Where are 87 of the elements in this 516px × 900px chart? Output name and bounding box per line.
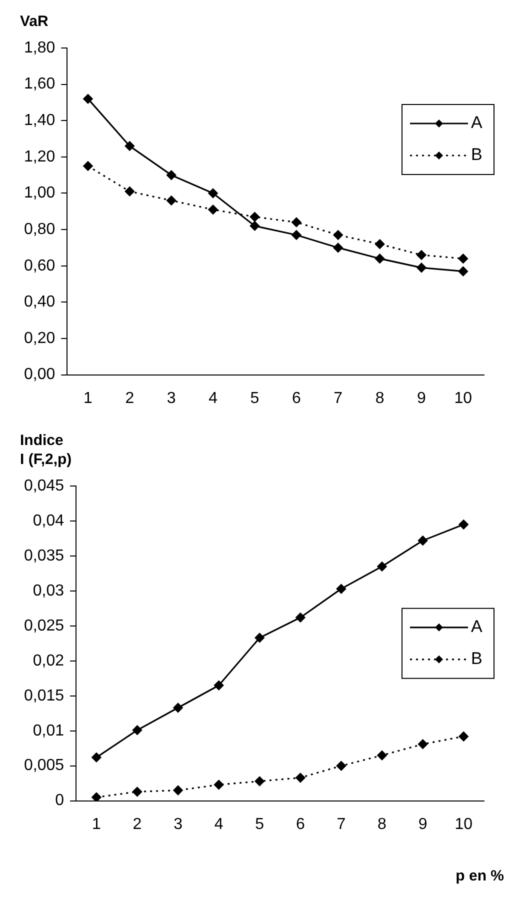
x-tick-label: 3 [174,816,183,833]
point [458,520,468,530]
x-tick-label: 9 [417,390,426,407]
point [458,266,468,276]
x-tick-label: 1 [92,816,101,833]
point [333,230,343,240]
legend-label: B [471,145,482,164]
point [124,186,134,196]
point [296,612,306,622]
point [292,230,302,240]
point [83,161,93,171]
point [333,242,343,253]
x-tick-label: 5 [255,816,264,833]
point [214,780,224,790]
x-tick-label: 3 [166,390,176,407]
y-axis-title: Indice I (F,2,p) [20,432,72,468]
point [250,212,260,222]
x-tick-label: 7 [334,390,343,407]
y-tick-label: 0,015 [24,687,64,704]
legend-label: B [471,649,482,668]
x-tick-label: 8 [375,390,384,407]
y-tick-label: 0,80 [24,220,56,238]
point [166,196,176,206]
x-tick-label: 8 [378,816,387,833]
x-tick-label: 7 [336,816,346,833]
point [336,761,346,771]
legend-label: A [471,113,483,132]
x-tick-label: 4 [214,816,224,833]
point [83,94,93,104]
point [458,732,468,742]
point [296,772,306,783]
point [166,170,176,180]
point [336,584,346,594]
point [208,204,218,214]
y-tick-label: 0,00 [24,366,56,384]
point [377,562,387,572]
y-tick-label: 1,40 [24,112,56,130]
y-tick-label: 0,045 [24,477,64,494]
point [254,633,264,643]
legend-label: A [471,617,483,636]
y-tick-label: 0,40 [24,294,56,311]
x-tick-label: 10 [454,390,472,407]
point [173,702,183,713]
x-tick-label: 2 [132,816,142,833]
point [92,792,102,801]
y-axis-title: VaR [20,13,49,30]
y-tick-label: 0,02 [32,652,64,670]
y-tick-label: 0,60 [24,257,56,274]
y-tick-label: 0,005 [24,757,64,774]
y-tick-label: 1,80 [24,39,56,56]
y-tick-label: 0,03 [32,582,64,600]
point [374,254,385,264]
x-tick-label: 10 [454,816,473,833]
point [458,254,468,264]
y-tick-label: 1,20 [24,148,56,166]
point [132,725,142,735]
point [418,536,428,546]
x-axis-title: p en % [456,868,504,885]
point [418,739,428,749]
x-tick-label: 1 [84,390,93,407]
x-tick-label: 2 [125,390,134,407]
y-tick-label: 1,00 [24,184,56,202]
point [374,239,385,249]
x-tick-label: 4 [208,390,218,407]
y-tick-label: 0,20 [24,330,56,347]
point [292,217,302,228]
y-tick-label: 0,025 [24,617,64,634]
x-tick-label: 6 [296,816,305,833]
point [250,221,260,231]
point [254,776,264,786]
y-tick-label: 0 [55,792,64,810]
point [214,680,224,690]
point [377,750,387,760]
x-tick-label: 9 [418,816,428,833]
point [92,752,102,762]
point [132,786,142,797]
y-tick-label: 0,01 [32,722,64,740]
x-tick-label: 6 [292,390,301,407]
point [416,262,426,272]
point [208,188,218,198]
point [173,786,183,796]
point [124,141,134,151]
y-tick-label: 0,04 [32,512,64,530]
y-tick-label: 0,035 [24,547,64,564]
x-tick-label: 5 [250,390,260,407]
point [416,250,426,260]
y-tick-label: 1,60 [24,76,56,93]
